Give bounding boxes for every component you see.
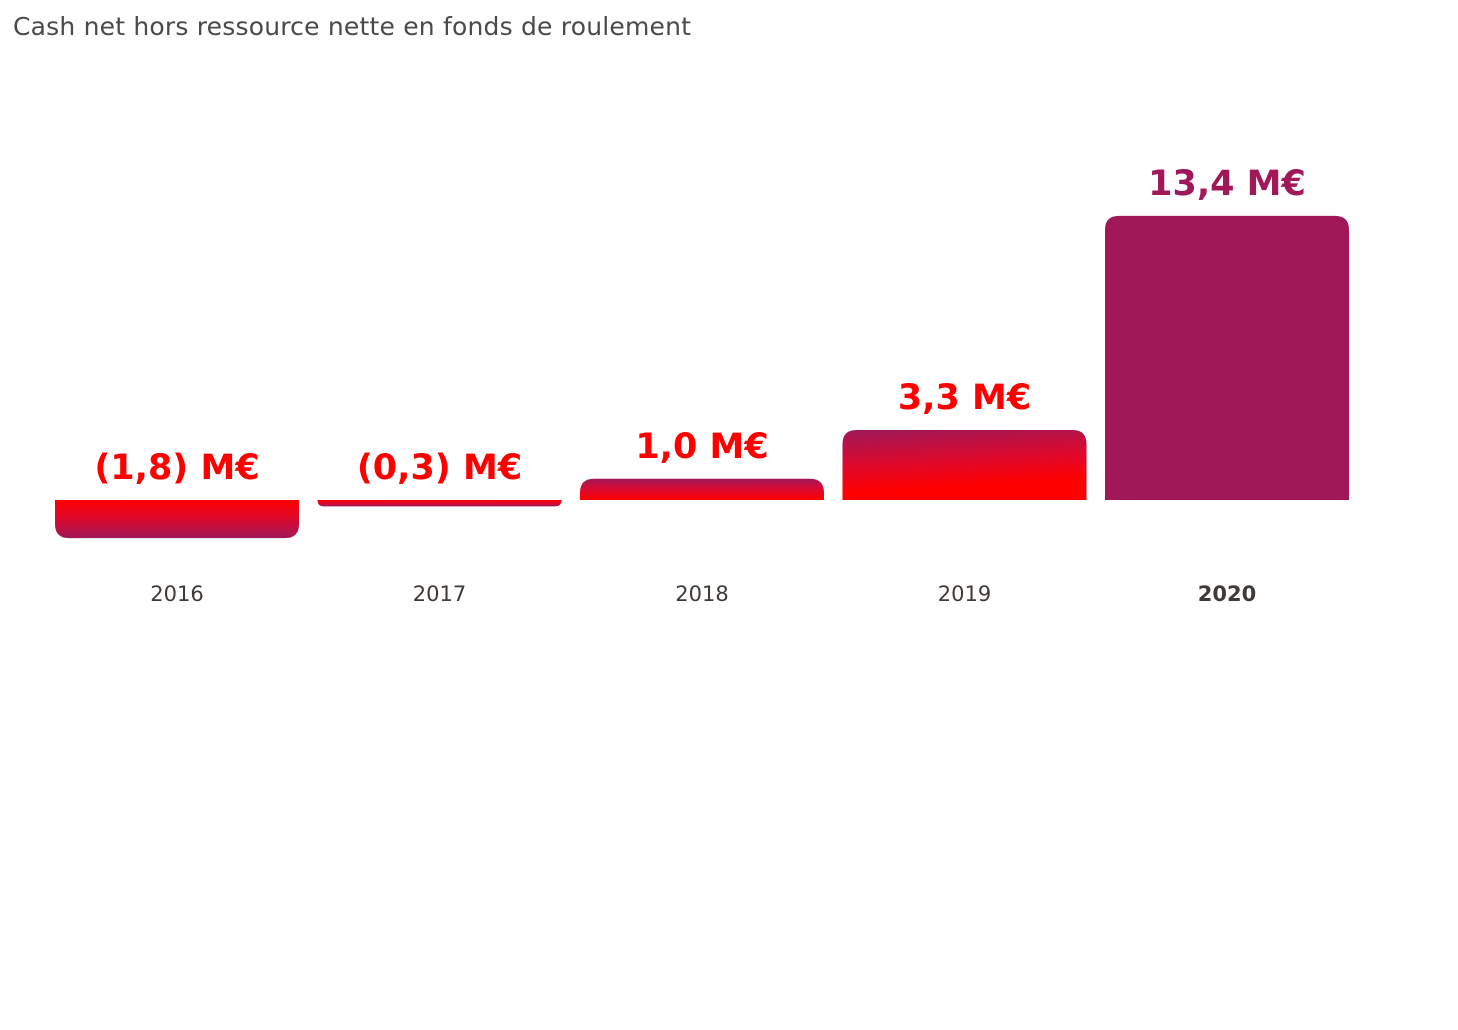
bars-layer — [55, 215, 1349, 539]
value-label-2017: (0,3) M€ — [357, 448, 522, 488]
value-label-2016: (1,8) M€ — [94, 448, 259, 488]
value-label-2019: 3,3 M€ — [898, 378, 1031, 418]
value-label-2018: 1,0 M€ — [635, 427, 768, 467]
value-label-2020: 13,4 M€ — [1148, 164, 1306, 204]
bar-2017 — [317, 500, 562, 507]
bar-2018 — [580, 478, 824, 500]
bar-2019 — [842, 430, 1087, 500]
category-label-2019: 2019 — [938, 582, 991, 606]
category-labels-layer: 2016 2017 2018 2019 2020 — [150, 582, 1256, 606]
chart-title: Cash net hors ressource nette en fonds d… — [13, 12, 692, 41]
category-label-2016: 2016 — [150, 582, 203, 606]
category-label-2017: 2017 — [413, 582, 466, 606]
bar-2016 — [55, 500, 299, 539]
category-label-2018: 2018 — [675, 582, 728, 606]
bar-2020 — [1105, 215, 1349, 501]
category-label-2020: 2020 — [1198, 582, 1256, 606]
value-labels-layer: (1,8) M€ (0,3) M€ 1,0 M€ 3,3 M€ 13,4 M€ — [94, 164, 1306, 488]
